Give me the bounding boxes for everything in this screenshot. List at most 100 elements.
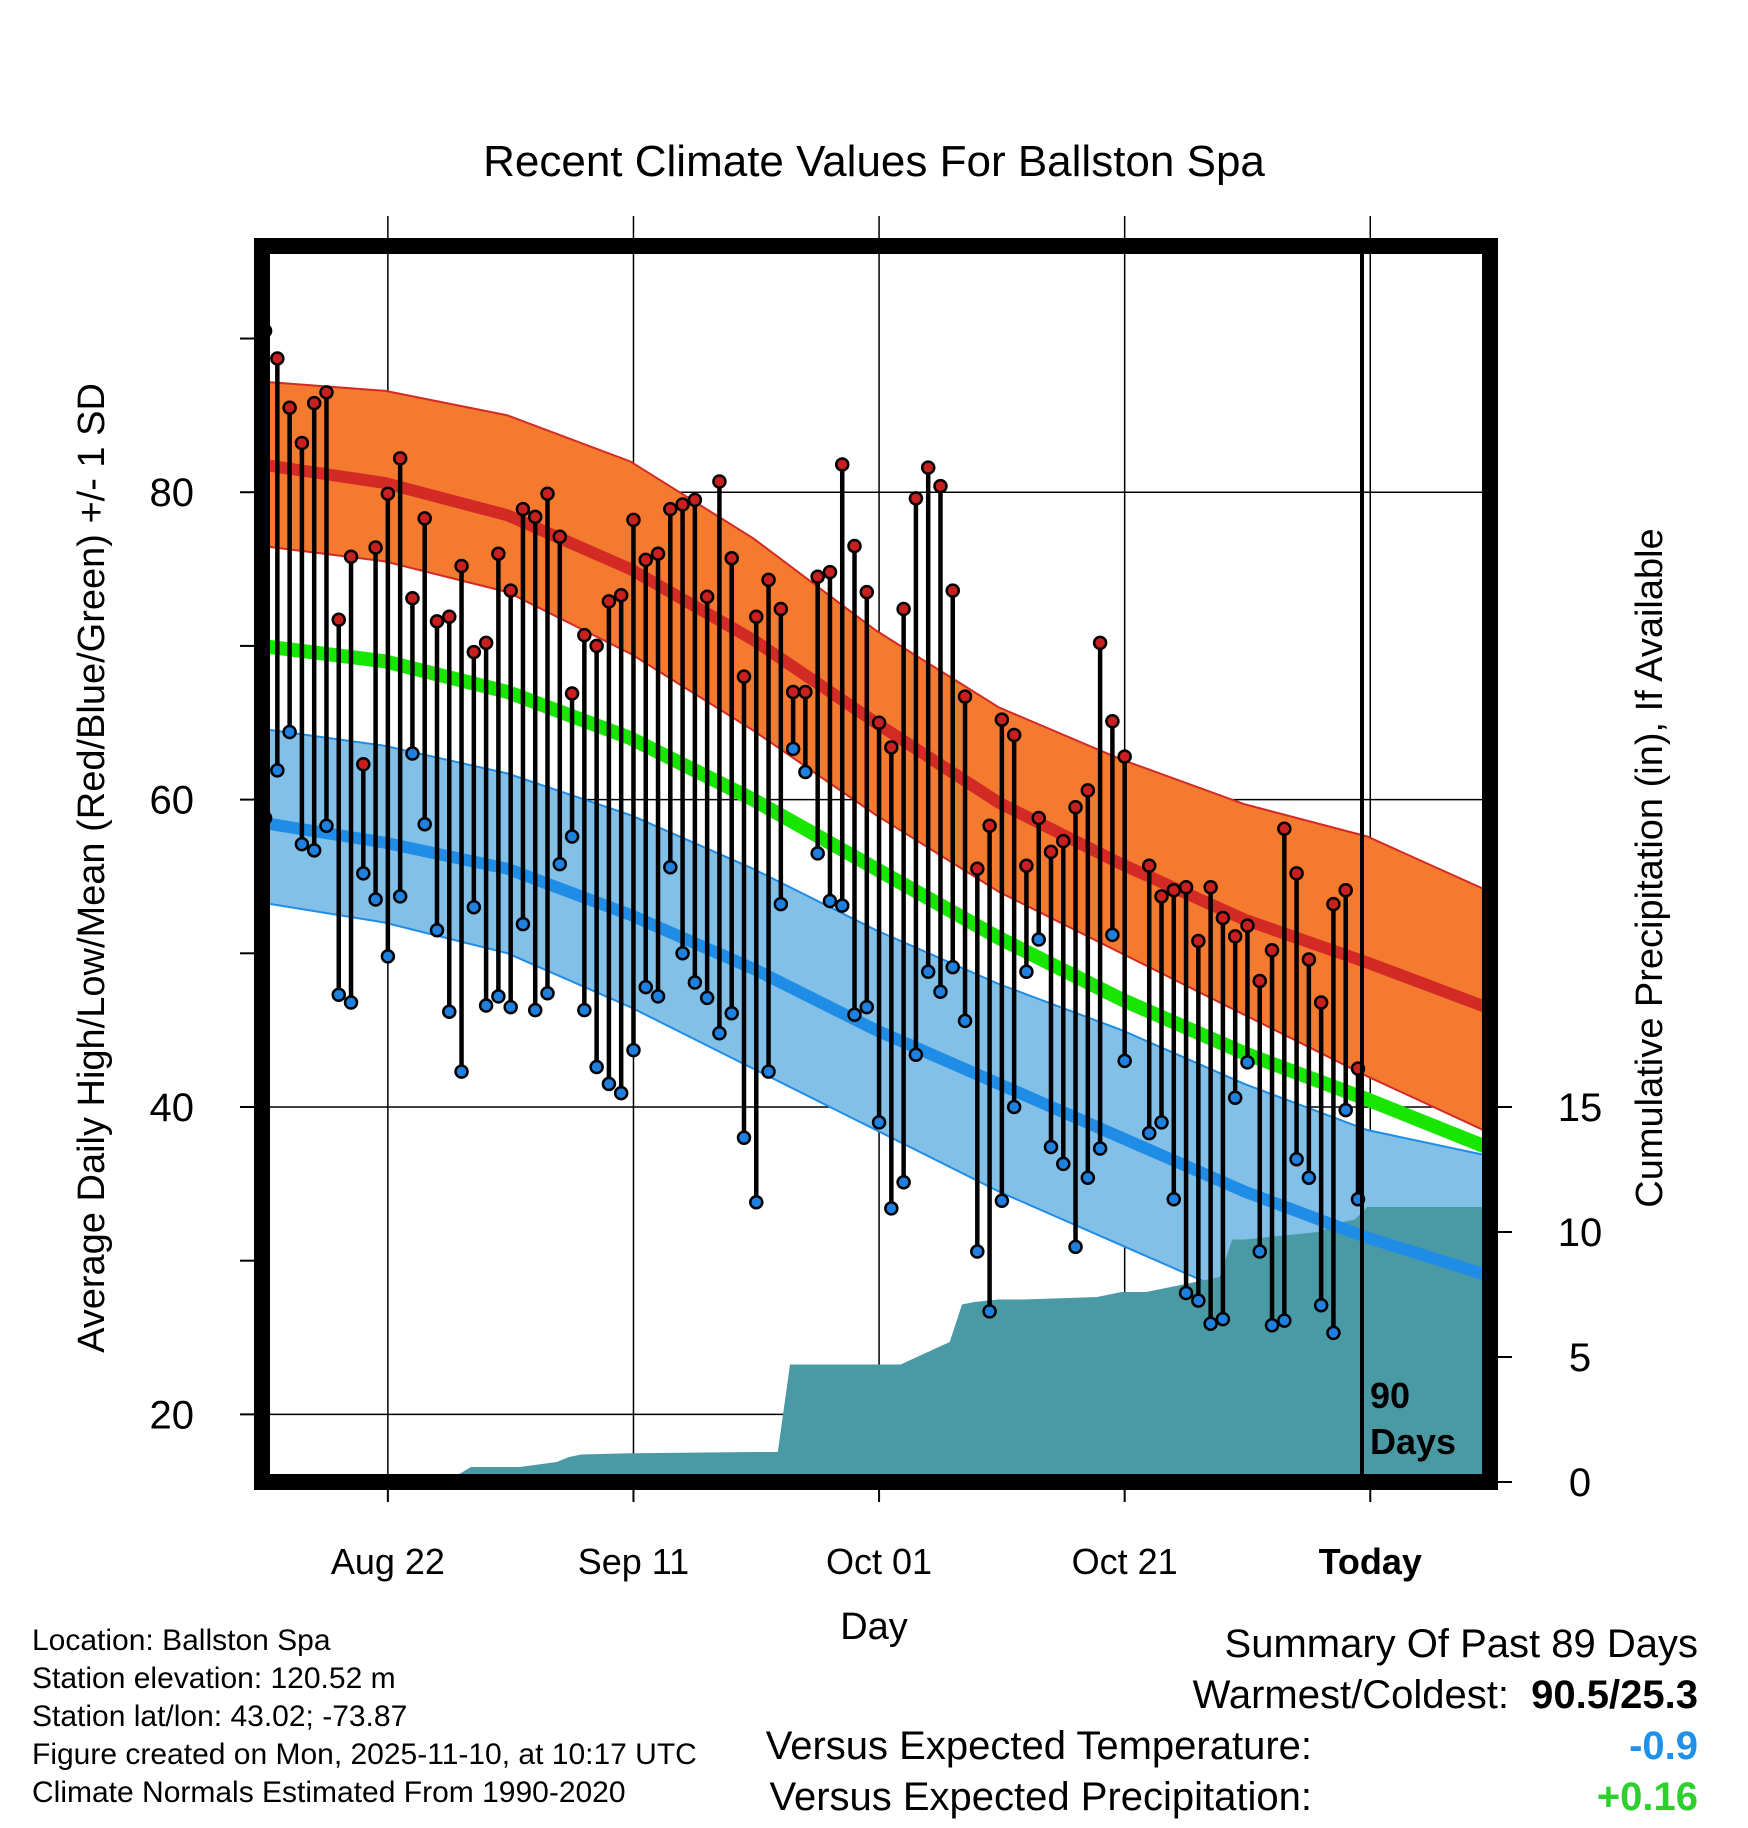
observed-low-point xyxy=(896,1175,911,1190)
observed-high-point xyxy=(343,549,359,565)
observed-high-point xyxy=(1289,866,1304,881)
observed-high-point xyxy=(626,512,641,528)
observed-high-point xyxy=(650,546,666,561)
precip-tick-label: 10 xyxy=(1558,1211,1603,1255)
observed-high-point xyxy=(442,609,457,624)
y-axis-label: Average Daily High/Low/Mean (Red/Blue/Gr… xyxy=(71,383,113,1353)
observed-high-point xyxy=(1141,858,1157,873)
observed-high-point xyxy=(896,601,911,617)
observed-low-point xyxy=(761,1064,776,1079)
observed-high-point xyxy=(1080,783,1096,798)
observed-low-point xyxy=(1043,1139,1059,1155)
plot-frame xyxy=(254,238,1498,1490)
observed-high-point xyxy=(405,591,420,606)
observed-high-point xyxy=(270,351,285,366)
observed-high-point xyxy=(1326,896,1341,912)
observed-low-point xyxy=(1117,1053,1132,1069)
temp-anomaly-value: -0.9 xyxy=(1629,1724,1698,1768)
observed-high-point xyxy=(429,614,445,629)
x-tick-label: Oct 01 xyxy=(826,1541,932,1582)
chart-title: Recent Climate Values For Ballston Spa xyxy=(483,137,1265,186)
observed-low-point xyxy=(503,999,518,1015)
observed-low-point xyxy=(626,1042,641,1058)
observed-high-point xyxy=(540,486,555,502)
observed-temperature-bars xyxy=(262,323,1366,1341)
observed-low-point xyxy=(736,1130,752,1145)
observed-high-point xyxy=(847,538,862,554)
observed-high-point xyxy=(282,400,297,415)
observed-high-point xyxy=(491,546,506,561)
observed-low-point xyxy=(785,741,801,757)
observed-low-point xyxy=(1326,1325,1341,1341)
observed-low-point xyxy=(1289,1151,1304,1167)
observed-high-point xyxy=(712,474,727,489)
observed-low-point xyxy=(773,896,789,912)
observed-low-point xyxy=(1105,927,1120,943)
precip-tick-label: 5 xyxy=(1569,1336,1591,1380)
warmest-coldest-value: 90.5/25.3 xyxy=(1531,1673,1698,1717)
observed-high-point xyxy=(1227,929,1243,944)
observed-high-point xyxy=(306,395,322,411)
observed-low-point xyxy=(429,922,445,938)
observed-low-point xyxy=(552,856,568,872)
observed-low-point xyxy=(1019,964,1034,979)
observed-high-point xyxy=(417,511,432,526)
observed-high-point xyxy=(699,589,715,604)
observed-high-point xyxy=(564,686,580,701)
observed-low-point xyxy=(1068,1239,1083,1255)
observed-high-point xyxy=(380,486,396,502)
observed-low-point xyxy=(920,964,936,979)
observed-high-point xyxy=(1092,635,1108,651)
observed-high-point xyxy=(798,684,813,700)
elevation-text: Station elevation: 120.52 m xyxy=(32,1662,396,1695)
axes: 20 40 60 80 0 5 10 15 Aug 22 Sep 11 Oct 01 Oct 21 To… xyxy=(150,337,1603,1582)
observed-low-point xyxy=(417,816,432,832)
observed-high-point xyxy=(1277,821,1292,837)
observed-high-point xyxy=(945,583,960,598)
observed-low-point xyxy=(1031,932,1046,947)
precip-tick-label: 0 xyxy=(1569,1461,1591,1505)
observed-high-point xyxy=(749,609,764,624)
y-tick-label: 60 xyxy=(150,779,195,823)
observed-low-point xyxy=(564,829,580,844)
observed-low-point xyxy=(319,818,334,833)
observed-high-point xyxy=(1056,833,1071,849)
observed-high-point xyxy=(687,492,703,508)
observed-high-point xyxy=(527,509,543,525)
precip-anomaly-label: Versus Expected Precipitation: xyxy=(769,1775,1312,1819)
observed-high-point xyxy=(933,478,948,494)
x-tick-label: Today xyxy=(1319,1541,1422,1582)
observed-high-point xyxy=(957,689,973,704)
observed-low-point xyxy=(1252,1244,1267,1259)
x-tick-label: Aug 22 xyxy=(331,1541,445,1582)
created-text: Figure created on Mon, 2025-11-10, at 10… xyxy=(32,1738,697,1771)
observed-low-point xyxy=(343,995,359,1010)
observed-low-point xyxy=(1154,1115,1169,1130)
observed-high-point xyxy=(1301,952,1317,967)
observed-low-point xyxy=(908,1047,924,1062)
observed-low-point xyxy=(1203,1316,1218,1331)
observed-low-point xyxy=(675,946,690,961)
precip-anomaly-value: +0.16 xyxy=(1596,1775,1698,1819)
observed-high-point xyxy=(1105,713,1120,729)
observed-high-point xyxy=(736,669,752,684)
observed-high-point xyxy=(970,861,985,877)
observed-high-point xyxy=(392,451,408,466)
observed-low-point xyxy=(1166,1191,1182,1207)
observed-high-point xyxy=(638,552,653,568)
observed-low-point xyxy=(331,987,346,1003)
observed-high-point xyxy=(773,601,789,617)
observed-high-point xyxy=(1240,918,1255,933)
observed-low-point xyxy=(515,916,531,932)
observed-high-point xyxy=(331,612,346,628)
observed-low-point xyxy=(859,999,875,1015)
observed-low-point xyxy=(491,989,506,1004)
location-text: Location: Ballston Spa xyxy=(32,1624,331,1657)
observed-low-point xyxy=(847,1007,862,1023)
observed-low-point xyxy=(1313,1298,1329,1313)
observed-low-point xyxy=(380,949,396,964)
observed-low-point xyxy=(957,1013,973,1029)
observed-low-point xyxy=(466,899,482,915)
observed-low-point xyxy=(982,1304,997,1319)
